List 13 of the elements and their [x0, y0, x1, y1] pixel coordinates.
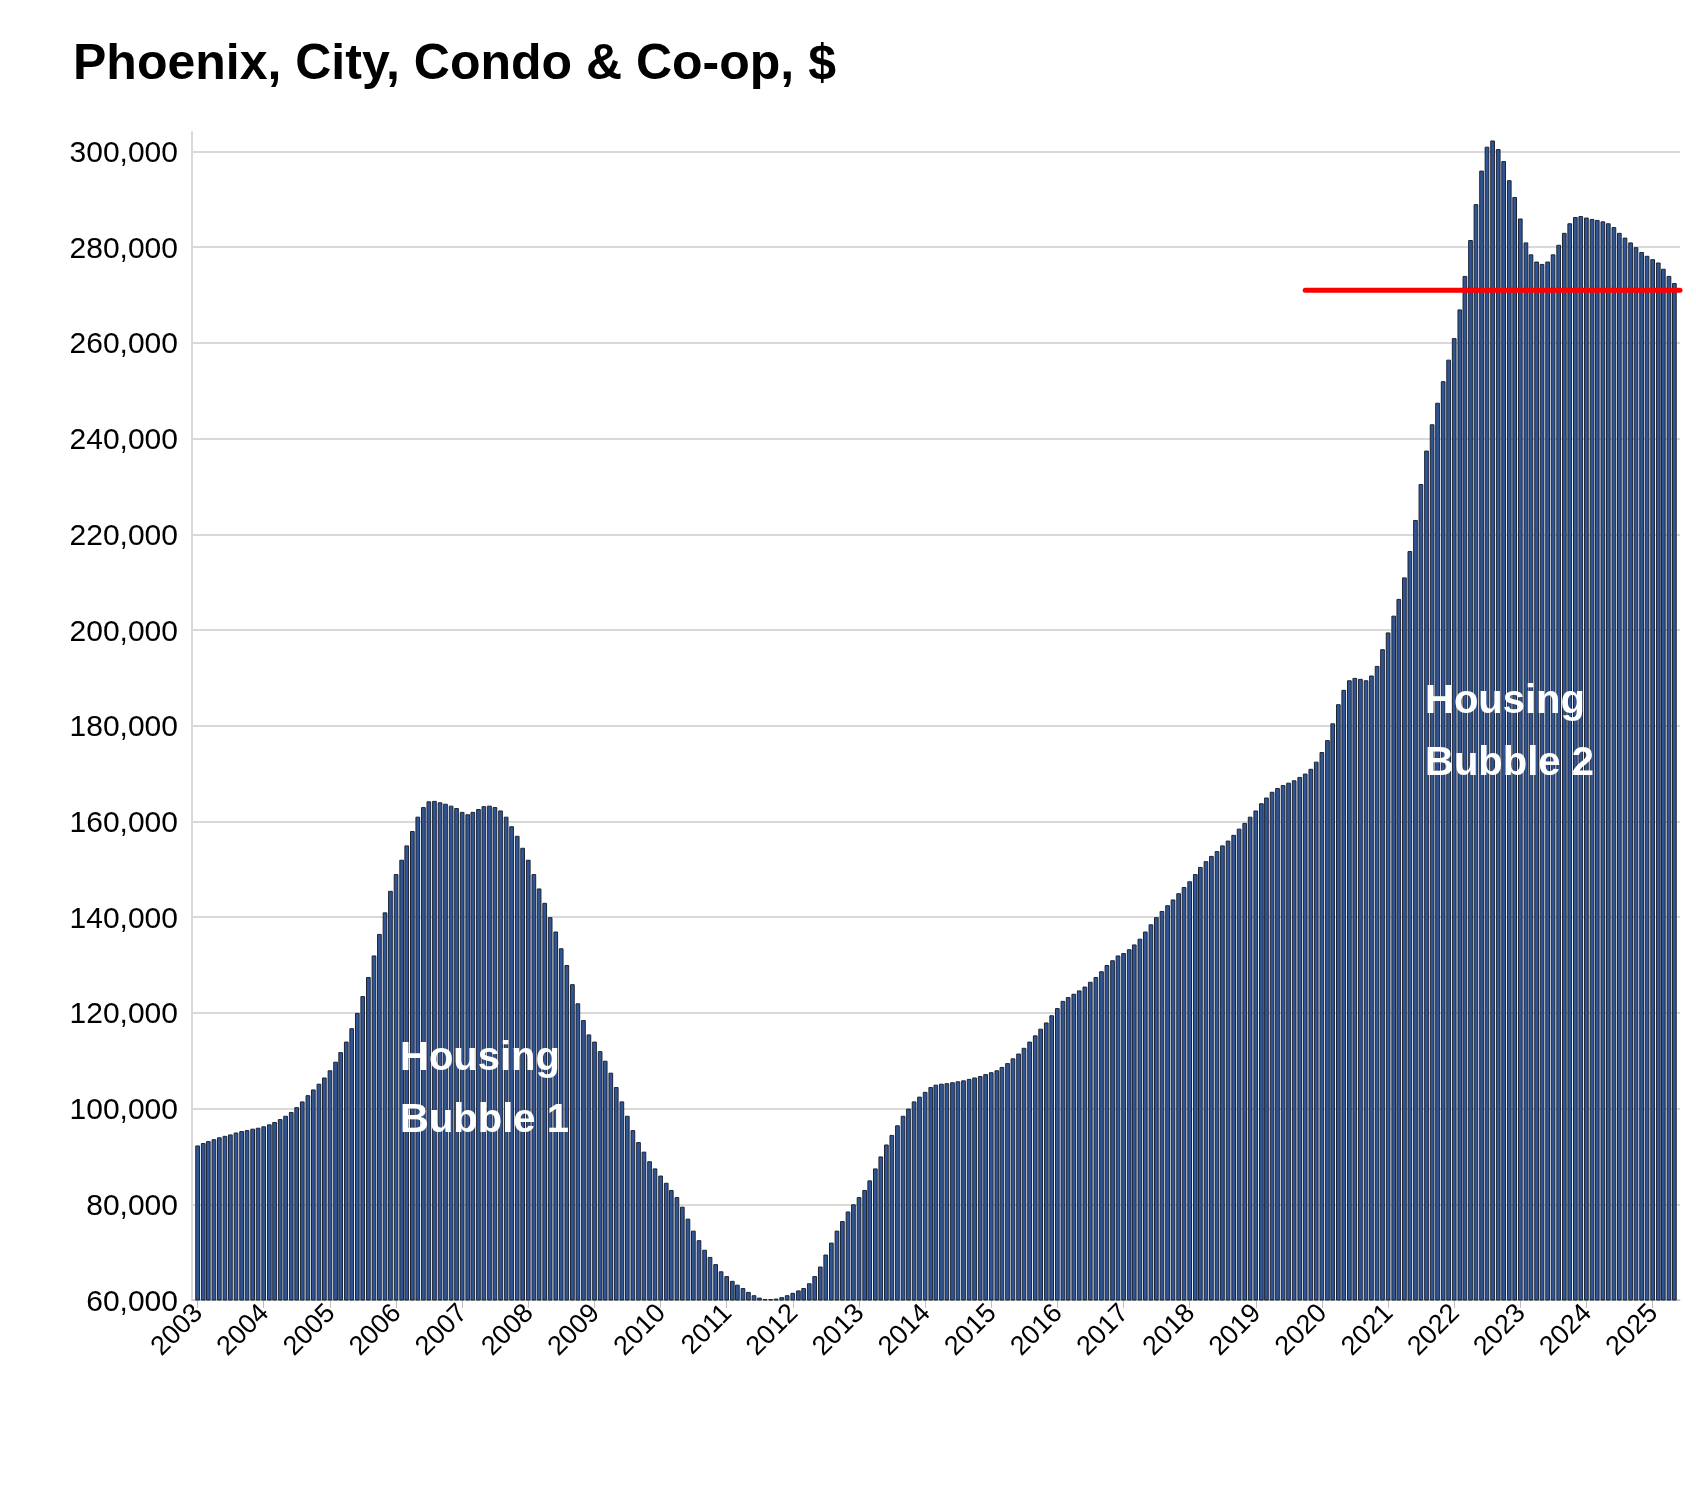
y-tick-label: 200,000 [69, 613, 178, 647]
y-tick-label: 280,000 [69, 230, 178, 264]
y-tick-label: 220,000 [69, 517, 178, 551]
y-tick-label: 140,000 [69, 900, 178, 934]
y-tick-label: 160,000 [69, 804, 178, 838]
y-tick-label: 80,000 [86, 1187, 178, 1221]
y-tick-label: 100,000 [69, 1092, 178, 1126]
y-tick-label: 260,000 [69, 326, 178, 360]
chart-title: Phoenix, City, Condo & Co-op, $ [73, 34, 837, 90]
y-tick-label: 240,000 [69, 422, 178, 456]
y-tick-label: 180,000 [69, 709, 178, 743]
y-tick-label: 120,000 [69, 996, 178, 1030]
y-tick-label: 300,000 [69, 134, 178, 168]
